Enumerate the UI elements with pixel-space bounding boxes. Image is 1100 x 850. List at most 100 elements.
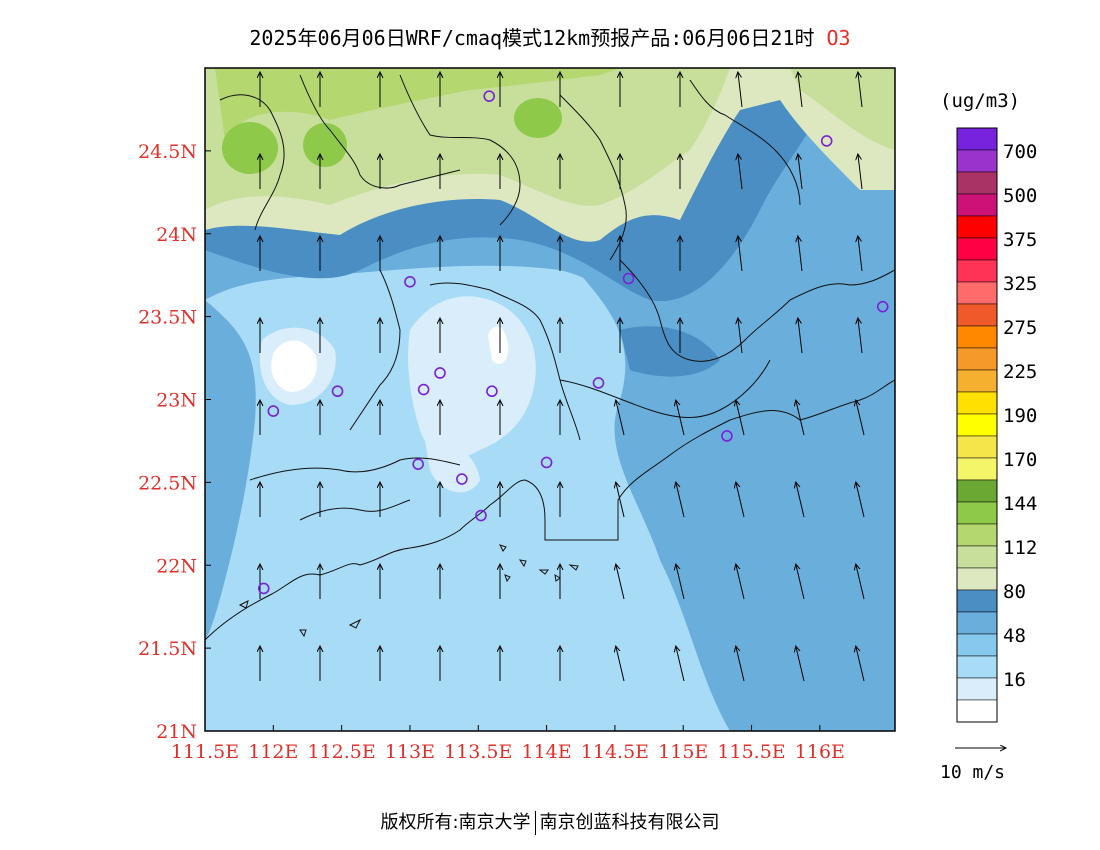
copyright-footer: 版权所有:南京大学 南京创蓝科技有限公司	[0, 808, 1100, 835]
legend-label: 275	[1003, 317, 1037, 339]
wind-arrow	[858, 73, 863, 108]
lon-tick-label: 115.5E	[717, 741, 785, 763]
legend-label: 190	[1003, 405, 1037, 427]
wind-arrow	[738, 155, 743, 190]
footer-left: 版权所有:南京大学	[380, 812, 531, 833]
legend-frame	[956, 127, 998, 723]
legend-swatch	[956, 193, 998, 217]
legend-swatch	[956, 435, 998, 459]
legend-label: 225	[1003, 361, 1037, 383]
wind-vectors	[260, 73, 865, 682]
legend-swatch	[956, 171, 998, 195]
coastline	[205, 379, 895, 641]
boundaries	[205, 74, 895, 641]
wind-arrow	[798, 237, 803, 272]
admin-line-2	[399, 74, 627, 261]
wind-arrow	[796, 565, 805, 600]
lat-tick-label: 23N	[156, 390, 197, 412]
wind-arrow	[676, 647, 685, 682]
wind-arrow	[856, 483, 865, 518]
legend-label: 325	[1003, 273, 1037, 295]
wind-arrow	[738, 319, 743, 354]
field-white-3	[271, 340, 317, 392]
map-title: 2025年06月06日WRF/cmaq模式12km预报产品:06月06日21时 O…	[0, 22, 1100, 51]
station-marker	[456, 473, 468, 485]
field-green-patch-2	[303, 123, 347, 167]
legend-swatch	[956, 611, 998, 635]
footer-right: 南京创蓝科技有限公司	[539, 812, 720, 833]
legend-swatch	[956, 281, 998, 305]
legend-swatch	[956, 677, 998, 701]
lon-tick-label: 116E	[795, 741, 845, 763]
title-text: 2025年06月06日WRF/cmaq模式12km预报产品:06月06日21时	[249, 26, 815, 50]
legend-swatch	[956, 215, 998, 239]
legend-swatch	[956, 413, 998, 437]
lon-tick-label: 113.5E	[444, 741, 512, 763]
legend-label: 144	[1003, 493, 1037, 515]
longitude-axis: 111.5E 112E 112.5E 113E 113.5E 114E 114.5E 115E…	[171, 725, 845, 763]
admin-line-5	[249, 457, 461, 521]
legend-swatch	[956, 545, 998, 569]
station-marker	[483, 90, 495, 102]
legend-label: 700	[1003, 141, 1037, 163]
station-marker	[622, 272, 635, 285]
field-green-patch-3	[514, 98, 562, 138]
legend-swatch	[956, 633, 998, 657]
field-white-2	[488, 326, 509, 365]
wind-arrow	[616, 401, 625, 436]
concentration-field	[205, 68, 895, 731]
field-green-ne	[790, 68, 895, 150]
wind-arrow	[738, 237, 743, 272]
legend-swatch	[956, 523, 998, 547]
lon-tick-label: 112E	[248, 741, 298, 763]
lon-tick-label: 115E	[658, 741, 708, 763]
wind-arrow	[738, 73, 743, 108]
station-marker	[820, 135, 833, 147]
legend-swatch	[956, 655, 998, 679]
wind-arrow	[736, 565, 745, 600]
lat-tick-label: 22N	[156, 555, 197, 577]
wind-arrow	[796, 401, 805, 436]
station-marker	[404, 276, 416, 288]
wind-arrow	[676, 401, 685, 436]
legend-swatch	[956, 699, 998, 723]
legend-swatch	[956, 259, 998, 283]
wind-arrow	[798, 319, 803, 354]
lon-tick-label: 112.5E	[308, 741, 376, 763]
legend-swatch	[956, 127, 998, 151]
latitude-axis: 21N 21.5N 22N 22.5N 23N 23.5N 24N 24.5N	[138, 141, 211, 743]
wind-arrow	[856, 565, 865, 600]
legend-swatch	[956, 501, 998, 525]
admin-line-3	[349, 79, 801, 431]
station-marker	[257, 582, 270, 595]
wind-arrow	[796, 483, 805, 518]
station-marker	[540, 456, 553, 469]
wind-arrow	[736, 647, 745, 682]
lat-tick-label: 24N	[156, 224, 197, 246]
legend-swatch	[956, 391, 998, 415]
wind-arrow	[616, 483, 625, 518]
legend-swatch	[956, 457, 998, 481]
station-markers	[257, 90, 889, 595]
station-marker	[475, 509, 487, 522]
legend-swatch	[956, 567, 998, 591]
wind-arrow	[616, 565, 625, 600]
wind-arrow	[858, 319, 863, 354]
lat-tick-label: 22.5N	[138, 472, 197, 494]
lon-tick-label: 114.5E	[581, 741, 649, 763]
station-marker	[876, 300, 889, 313]
wind-arrow	[856, 647, 865, 682]
legend-label: 48	[1003, 625, 1026, 647]
wind-arrow	[736, 401, 745, 436]
wind-reference-label: 10 m/s	[940, 762, 1006, 783]
lat-tick-label: 23.5N	[138, 307, 197, 329]
field-green-patch-1	[222, 122, 278, 174]
station-marker	[267, 405, 280, 417]
field-mid-green	[215, 68, 620, 140]
legend-label: 80	[1003, 581, 1026, 603]
legend-label: 500	[1003, 185, 1037, 207]
wind-arrow	[676, 483, 685, 518]
lat-tick-label: 21.5N	[138, 638, 197, 660]
wind-arrow	[858, 155, 863, 190]
